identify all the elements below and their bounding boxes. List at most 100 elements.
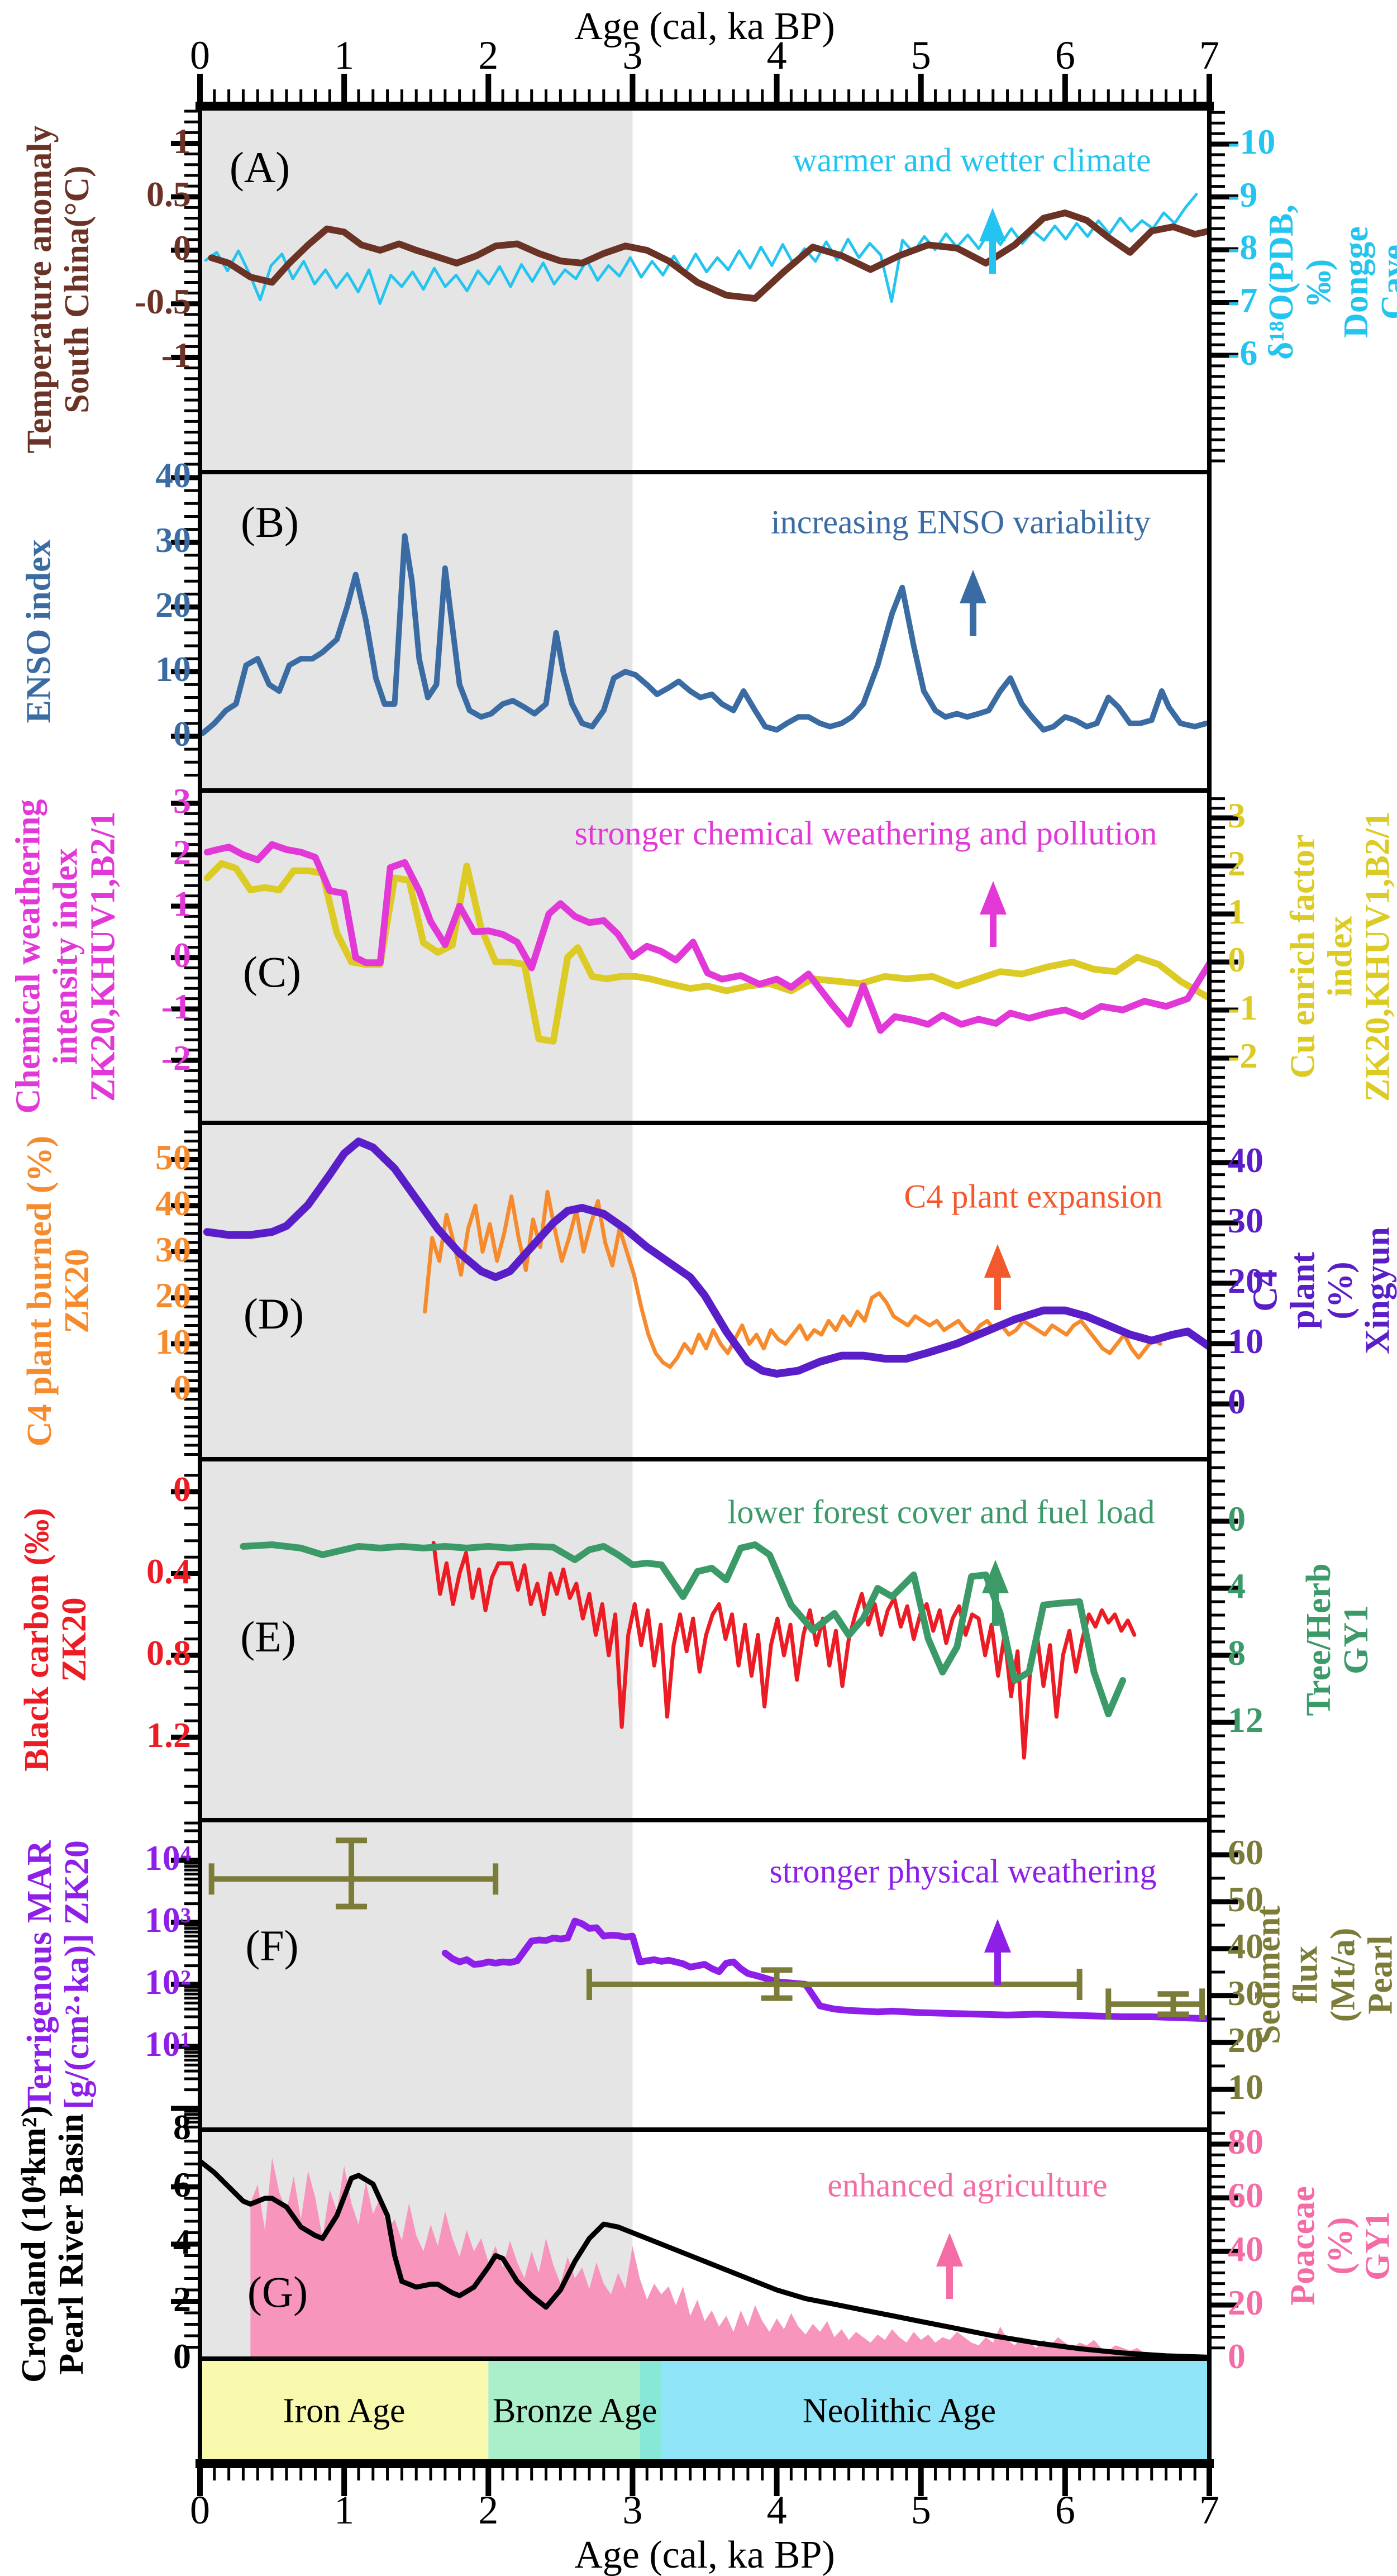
panel-F-right-tick-40: 40 bbox=[1228, 1926, 1264, 1966]
panel-F-right-ticks bbox=[1209, 1830, 1238, 2115]
panel-letter-B: (B) bbox=[241, 498, 299, 546]
panel-B-left-tick-30: 30 bbox=[155, 520, 191, 560]
panel-F-left-tick-10²: 10² bbox=[144, 1962, 191, 2002]
age-band-label-bronze-age: Bronze Age bbox=[492, 2392, 657, 2430]
panel-A-right-tick--8: -8 bbox=[1228, 227, 1258, 267]
annotation-arrow-A bbox=[979, 208, 1006, 274]
panel-G-series bbox=[200, 2158, 1209, 2359]
panel-C-right-tick--2: -2 bbox=[1228, 1036, 1258, 1075]
x-tick-label-0: 0 bbox=[190, 33, 210, 78]
panel-letter-C: (C) bbox=[243, 947, 301, 996]
panel-B-left-tick-0: 0 bbox=[173, 714, 191, 754]
annotation-arrow-B bbox=[960, 570, 986, 636]
panel-D-right-tick-40: 40 bbox=[1228, 1140, 1264, 1180]
axis-title-A-left: Temperature anomaly South China(°C) bbox=[21, 125, 96, 454]
panel-D-right-ticks bbox=[1209, 1125, 1238, 1454]
panel-D-series bbox=[203, 1137, 1209, 1378]
axis-title-D-right: C4 plant (%) Xingyun Lake bbox=[1246, 1227, 1397, 1354]
axis-title-E-left: Black carbon (‰) ZK20 bbox=[18, 1508, 93, 1772]
panel-C-left-tick-0: 0 bbox=[173, 935, 191, 975]
series-c4-plant-burned bbox=[423, 1189, 1162, 1369]
panel-D-left-tick-40: 40 bbox=[155, 1183, 191, 1223]
axis-title-B-left: ENSO index bbox=[20, 539, 58, 723]
panel-G-right-tick-80: 80 bbox=[1228, 2122, 1264, 2161]
x-tick-label-2: 2 bbox=[478, 33, 499, 78]
annotation-E: lower forest cover and fuel load bbox=[727, 1493, 1155, 1531]
panel-A-right-tick--10: -10 bbox=[1228, 122, 1276, 161]
x-tick-label-1: 1 bbox=[334, 2488, 355, 2532]
panel-G-left-tick-4: 4 bbox=[173, 2222, 191, 2261]
panel-letter-F: (F) bbox=[245, 1921, 299, 1970]
x-tick-label-2: 2 bbox=[478, 2488, 499, 2532]
panel-F-right-tick-30: 30 bbox=[1228, 1973, 1264, 2013]
annotation-arrow-E bbox=[982, 1560, 1009, 1626]
panel-D-left-tick-20: 20 bbox=[155, 1275, 191, 1315]
annotation-D: C4 plant expansion bbox=[904, 1178, 1163, 1215]
series-enso-index bbox=[200, 533, 1209, 736]
panel-D-right-tick-10: 10 bbox=[1228, 1321, 1264, 1361]
annotation-B: increasing ENSO variability bbox=[771, 503, 1151, 541]
panel-G-right-tick-40: 40 bbox=[1228, 2229, 1264, 2269]
x-tick-label-6: 6 bbox=[1055, 2488, 1075, 2532]
panel-A-series bbox=[204, 193, 1209, 305]
series-cropland-pearl-river bbox=[200, 2158, 1209, 2359]
panel-C-left-tick-1: 1 bbox=[173, 884, 191, 923]
panel-D-right-tick-0: 0 bbox=[1228, 1382, 1246, 1421]
age-band-1 bbox=[488, 2359, 640, 2464]
annotation-F: stronger physical weathering bbox=[769, 1853, 1157, 1890]
x-tick-label-7: 7 bbox=[1199, 2488, 1219, 2532]
series-temperature-anomaly bbox=[208, 209, 1209, 302]
panel-F-left-tick-10⁴: 10⁴ bbox=[144, 1838, 191, 1878]
panel-A-right-tick--7: -7 bbox=[1228, 280, 1258, 320]
panel-G-right-ticks bbox=[1209, 2132, 1238, 2350]
axis-title-D-left: C4 plant burned (%) ZK20 bbox=[21, 1135, 96, 1447]
panel-G-left-tick-8: 8 bbox=[173, 2107, 191, 2147]
x-tick-label-1: 1 bbox=[334, 33, 355, 78]
panel-letter-E: (E) bbox=[240, 1612, 296, 1661]
panel-B-left-ticks bbox=[171, 475, 200, 777]
axis-title-A-right: δ¹⁸O(PDB,‰) Dongge Cave bbox=[1262, 204, 1397, 360]
age-band-3 bbox=[661, 2359, 1209, 2464]
panel-C-left-tick--2: -2 bbox=[161, 1038, 191, 1078]
panel-A-left-tick--1: -1 bbox=[161, 335, 191, 375]
panel-A-left-tick-0: 0 bbox=[173, 228, 191, 268]
panel-C-right-tick-0: 0 bbox=[1228, 940, 1246, 979]
panel-D-left-tick-0: 0 bbox=[173, 1368, 191, 1407]
series-c4-plant-xingyun bbox=[203, 1137, 1209, 1378]
panel-G-left-tick-2: 2 bbox=[173, 2279, 191, 2319]
axis-title-G-right: Poaceae (%) GY1 bbox=[1284, 2186, 1397, 2306]
panel-E-left-tick-1.2: 1.2 bbox=[146, 1715, 191, 1755]
x-tick-label-6: 6 bbox=[1055, 33, 1075, 78]
panel-F-left-tick-10³: 10³ bbox=[144, 1900, 191, 1940]
panel-F-left-tick-10¹: 10¹ bbox=[144, 2024, 191, 2064]
panel-A-right-tick--6: -6 bbox=[1228, 333, 1258, 373]
x-tick-label-5: 5 bbox=[910, 33, 931, 78]
bottom-axis-title: Age (cal, ka BP) bbox=[574, 2534, 835, 2576]
panel-D-left-tick-30: 30 bbox=[155, 1229, 191, 1269]
panel-letter-D: (D) bbox=[243, 1289, 304, 1338]
x-tick-label-3: 3 bbox=[622, 2488, 643, 2532]
panel-G-right-tick-20: 20 bbox=[1228, 2283, 1264, 2322]
top-axis-title: Age (cal, ka BP) bbox=[574, 5, 835, 48]
panel-F-series bbox=[441, 1917, 1209, 2022]
panel-B-left-tick-40: 40 bbox=[155, 455, 191, 495]
panel-B-series bbox=[200, 533, 1209, 736]
x-ruler bbox=[197, 2464, 1212, 2496]
panel-F-right-tick-20: 20 bbox=[1228, 2020, 1264, 2060]
axis-title-F-left: Terrigenous MAR [g/(cm²·ka)] ZK20 bbox=[21, 1840, 96, 2110]
panel-E-right-tick-0: 0 bbox=[1228, 1499, 1246, 1539]
x-tick-label-7: 7 bbox=[1199, 33, 1219, 78]
panel-E-left-tick-0.8: 0.8 bbox=[146, 1633, 191, 1673]
panel-B-left-tick-20: 20 bbox=[155, 584, 191, 625]
panel-A-right-ticks bbox=[1209, 111, 1238, 463]
panel-D-right-tick-30: 30 bbox=[1228, 1201, 1264, 1240]
panel-C-series bbox=[203, 841, 1209, 1045]
panel-D-right-tick-20: 20 bbox=[1228, 1261, 1264, 1301]
panel-C-left-tick--1: -1 bbox=[161, 987, 191, 1026]
age-band-2 bbox=[640, 2359, 662, 2464]
panel-E-right-tick-8: 8 bbox=[1228, 1633, 1246, 1673]
axis-title-C-left: Chemical weathering intensity index ZK20… bbox=[9, 799, 122, 1114]
panel-G-left-ticks bbox=[171, 2140, 200, 2349]
panel-B-left-tick-10: 10 bbox=[155, 649, 191, 689]
